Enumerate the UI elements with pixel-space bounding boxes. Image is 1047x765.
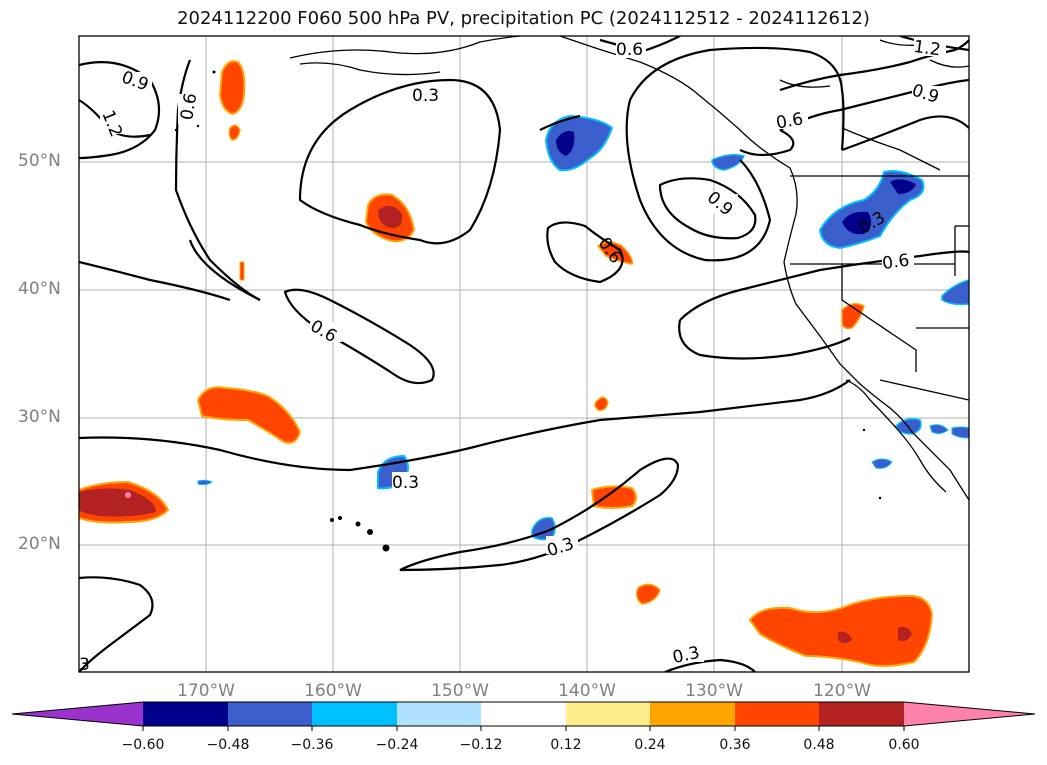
pv-contour-line — [79, 576, 154, 672]
colorbar-tick: 0.36 — [719, 737, 751, 753]
precip-blob-negative — [941, 279, 969, 306]
map-frame — [78, 35, 970, 673]
precip-blob-positive — [748, 594, 934, 667]
precip-blob-positive — [898, 626, 912, 642]
label-3-edge: 3 — [79, 655, 90, 675]
lat-label-20n: 20°N — [18, 534, 61, 554]
label-0.3-a: 0.3 — [412, 86, 439, 106]
colorbar-tick: 0.48 — [803, 737, 835, 753]
label-0.6-c: 0.6 — [775, 109, 805, 133]
precip-blob-negative — [929, 424, 949, 435]
precip-blob-negative — [890, 179, 916, 194]
precip-blob-positive — [635, 583, 661, 605]
precip-blob-positive — [596, 241, 634, 265]
map-panel — [79, 36, 969, 672]
colorbar-tick: 0.12 — [550, 737, 582, 753]
pv-contour-line — [79, 260, 231, 302]
precip-blob-positive — [218, 60, 246, 116]
colorbar-tick: 0.24 — [634, 737, 666, 753]
pv-contour-line — [298, 78, 502, 245]
precip-blob-negative — [951, 426, 969, 439]
pv-contour-line — [679, 250, 969, 321]
pv-contour-line — [664, 658, 756, 672]
label-0.3-c: 0.3 — [392, 473, 419, 493]
lon-label-120w: 120°W — [813, 681, 871, 701]
pv-contour-line — [625, 99, 772, 262]
pv-contour-line — [779, 78, 969, 131]
pv-contour-line — [678, 319, 851, 360]
precip-blob-negative — [544, 114, 614, 172]
colorbar-segment — [904, 702, 1035, 726]
coastlines — [289, 36, 969, 501]
precip-blob-positive — [228, 124, 241, 141]
precip-blob-negative — [711, 153, 746, 171]
colorbar-tick: 0.60 — [888, 737, 920, 753]
colorbar-segment — [735, 702, 819, 726]
precip-blob-positive — [378, 205, 403, 228]
pv-contour-line — [539, 114, 581, 131]
precip-blob-positive — [196, 386, 302, 444]
colorbar-tick: −0.24 — [375, 737, 419, 753]
colorbar-segment — [228, 702, 312, 726]
precip-blob-negative — [556, 131, 575, 156]
label-0.6-e: 0.6 — [881, 251, 911, 275]
precip-blob-negative — [842, 211, 872, 235]
pv-contour-line — [79, 61, 161, 160]
pv-contour-line — [399, 457, 680, 572]
precip-blob-positive — [239, 261, 245, 281]
precip-blob-positive — [838, 631, 852, 643]
map-title: 2024112200 F060 500 hPa PV, precipitatio… — [177, 8, 870, 29]
colorbar-segment — [312, 702, 397, 726]
precip-blob-positive — [590, 485, 637, 509]
colorbar-tick: −0.60 — [121, 737, 165, 753]
precip-positive-areas — [79, 60, 934, 667]
colorbar — [11, 701, 1036, 731]
lon-label-170w: 170°W — [177, 681, 235, 701]
precip-blob-positive — [79, 488, 156, 517]
lon-label-130w: 130°W — [685, 681, 743, 701]
colorbar-segment — [12, 702, 143, 726]
lon-label-150w: 150°W — [431, 681, 489, 701]
pv-contour-line — [779, 39, 969, 92]
colorbar-tick: −0.36 — [290, 737, 334, 753]
pv-contour-line — [658, 177, 757, 240]
precip-blob-negative — [197, 479, 213, 486]
colorbar-segment — [650, 702, 735, 726]
lat-label-50n: 50°N — [18, 151, 61, 171]
pv-contour-line — [546, 221, 624, 284]
label-0.6-a: 0.6 — [177, 92, 201, 122]
precip-blob-positive — [125, 492, 131, 498]
precip-blob-negative — [871, 458, 893, 469]
label-0.6-b: 0.6 — [616, 40, 643, 60]
colorbar-tick: −0.48 — [206, 737, 250, 753]
islands — [174, 70, 882, 552]
lon-label-160w: 160°W — [304, 681, 362, 701]
lon-label-140w: 140°W — [558, 681, 616, 701]
colorbar-segment — [397, 702, 481, 726]
lat-label-40n: 40°N — [18, 279, 61, 299]
colorbar-segment — [819, 702, 904, 726]
precip-blob-positive — [594, 396, 609, 412]
pv-contour-line — [79, 379, 851, 472]
pv-contour-line — [188, 239, 261, 301]
pv-contour-line — [739, 129, 795, 157]
lat-label-30n: 30°N — [18, 407, 61, 427]
label-1.2-b: 1.2 — [912, 37, 942, 61]
precip-blob-positive — [841, 303, 865, 330]
pv-contour-line — [841, 115, 969, 152]
colorbar-tick: −0.12 — [459, 737, 503, 753]
pv-contour-line — [629, 46, 845, 151]
colorbar-segment — [566, 702, 650, 726]
colorbar-segment — [143, 702, 228, 726]
colorbar-segment — [481, 702, 566, 726]
